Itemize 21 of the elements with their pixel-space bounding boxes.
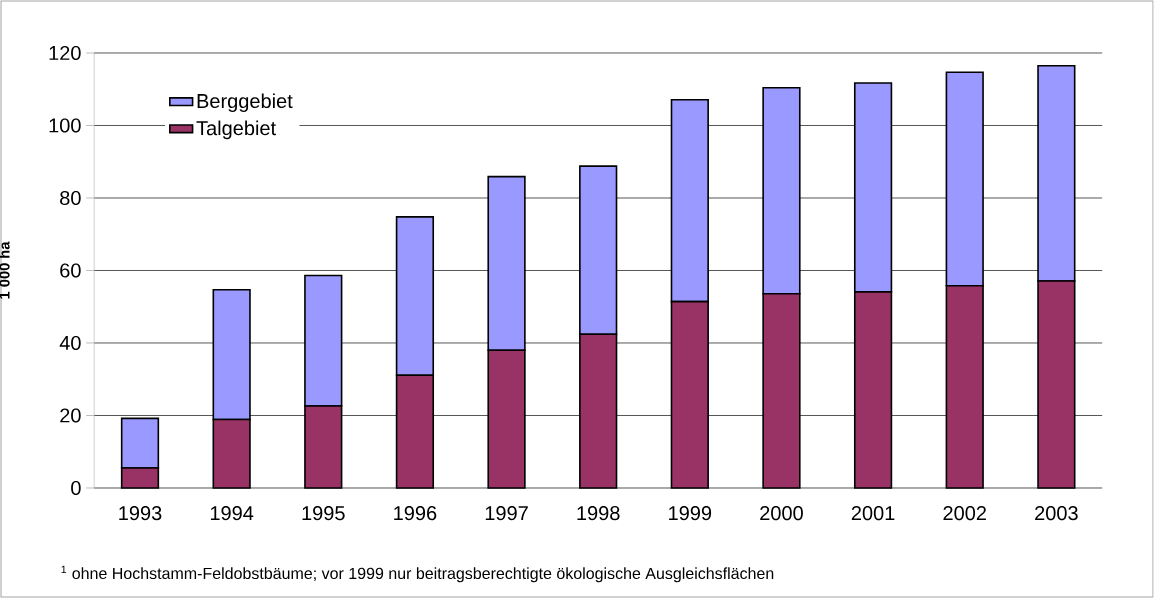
y-tick-label: 60	[60, 263, 81, 278]
text: $^{1}$ ohne Hochstamm-Feldobstbäume; vor 1999 nur beitragsberechtigte ökologische Ausgleichsflächen	[61, 565, 774, 583]
legend-label: Talgebiet	[196, 120, 276, 140]
x-tick-label: 1993	[119, 506, 162, 521]
y-tick-label: 80	[60, 190, 81, 206]
x-tick-label: 2000	[760, 506, 803, 521]
x-tick-label: 2001	[851, 506, 895, 521]
x-tick-label: 2003	[1035, 506, 1078, 521]
x-tick-label: 1998	[577, 506, 620, 521]
x-tick-label: 1997	[485, 506, 528, 521]
x-tick-label: 2002	[943, 506, 986, 521]
legend-label: Berggebiet	[197, 93, 293, 113]
x-tick-label: 1995	[302, 506, 345, 521]
x-tick-label: 1996	[394, 506, 437, 521]
x-tick-label: 1999	[669, 506, 712, 521]
x-tick-label: 1994	[210, 506, 254, 521]
y-tick-label: 120	[49, 45, 81, 61]
y-tick-label: 40	[59, 335, 81, 351]
y-tick-label: 20	[60, 408, 81, 423]
y-tick-label: 0	[71, 480, 81, 496]
y-tick-label: 100	[49, 118, 81, 133]
